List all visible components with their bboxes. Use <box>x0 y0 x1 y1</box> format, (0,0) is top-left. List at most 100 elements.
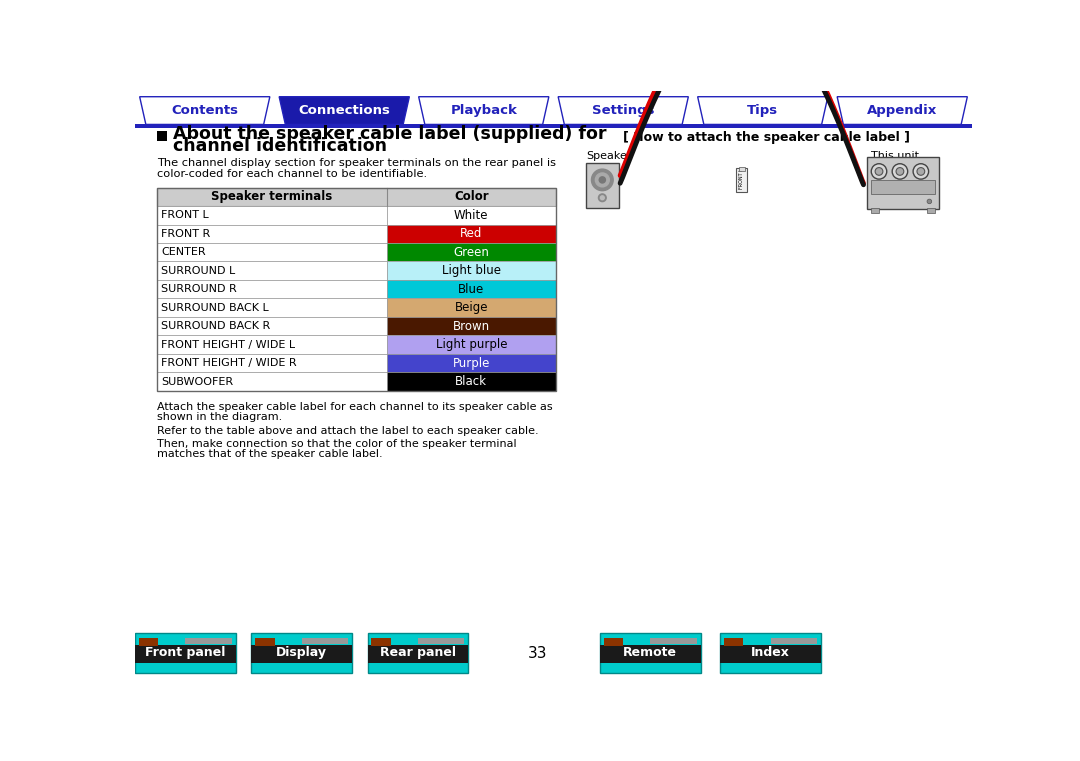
Bar <box>139 638 159 646</box>
Bar <box>872 180 935 195</box>
Bar <box>927 209 935 213</box>
Bar <box>720 645 821 663</box>
Bar <box>135 645 235 663</box>
Text: Black: Black <box>456 375 487 388</box>
Text: Display: Display <box>276 646 327 659</box>
Bar <box>737 168 747 193</box>
Circle shape <box>875 167 882 175</box>
Bar <box>157 206 387 224</box>
Text: This unit: This unit <box>872 151 919 161</box>
Polygon shape <box>139 97 270 125</box>
Text: SURROUND L: SURROUND L <box>161 266 235 275</box>
Text: Contents: Contents <box>172 104 239 117</box>
Circle shape <box>896 167 904 175</box>
Text: Playback: Playback <box>450 104 517 117</box>
Circle shape <box>595 173 609 187</box>
Text: Red: Red <box>460 228 483 240</box>
Text: About the speaker cable label (supplied) for: About the speaker cable label (supplied)… <box>173 125 607 142</box>
Circle shape <box>592 169 613 191</box>
Bar <box>157 336 387 354</box>
Text: Color: Color <box>454 190 488 203</box>
Text: Light blue: Light blue <box>442 264 501 277</box>
Circle shape <box>600 196 605 199</box>
Text: Green: Green <box>454 246 489 259</box>
Circle shape <box>927 199 932 204</box>
Text: shown in the diagram.: shown in the diagram. <box>157 412 282 422</box>
Bar <box>157 262 387 280</box>
Bar <box>157 187 556 391</box>
Bar <box>872 209 879 213</box>
Bar <box>387 224 556 243</box>
Bar <box>372 638 391 646</box>
Bar <box>157 298 387 317</box>
Text: SURROUND R: SURROUND R <box>161 284 238 295</box>
Bar <box>387 280 556 298</box>
Bar <box>186 638 232 644</box>
Circle shape <box>917 167 924 175</box>
Text: color-coded for each channel to be identifiable.: color-coded for each channel to be ident… <box>157 169 427 179</box>
Text: Blue: Blue <box>458 282 485 296</box>
Text: [ How to attach the speaker cable label ]: [ How to attach the speaker cable label … <box>623 131 910 144</box>
Bar <box>650 638 697 644</box>
Text: SURROUND BACK L: SURROUND BACK L <box>161 303 269 313</box>
Text: Rear panel: Rear panel <box>380 646 456 659</box>
Text: Appendix: Appendix <box>867 104 937 117</box>
Text: Remote: Remote <box>623 646 677 659</box>
Bar <box>157 224 387 243</box>
Bar <box>724 638 743 646</box>
Text: CENTER: CENTER <box>161 247 206 257</box>
Text: Beige: Beige <box>455 301 488 314</box>
Bar <box>387 298 556 317</box>
Bar <box>157 187 556 206</box>
Bar <box>301 638 348 644</box>
Bar <box>157 317 387 336</box>
Text: matches that of the speaker cable label.: matches that of the speaker cable label. <box>157 449 382 460</box>
Text: FRONT L: FRONT L <box>161 210 210 220</box>
Text: The channel display section for speaker terminals on the rear panel is: The channel display section for speaker … <box>157 158 556 168</box>
FancyBboxPatch shape <box>600 633 701 673</box>
Bar <box>867 157 939 209</box>
Text: SUBWOOFER: SUBWOOFER <box>161 377 233 387</box>
Text: Speaker terminals: Speaker terminals <box>212 190 333 203</box>
Bar <box>157 280 387 298</box>
Polygon shape <box>837 97 968 125</box>
Circle shape <box>598 194 606 202</box>
Text: Brown: Brown <box>453 320 490 333</box>
FancyBboxPatch shape <box>367 633 469 673</box>
Polygon shape <box>698 97 828 125</box>
Text: Speaker: Speaker <box>586 151 632 161</box>
FancyBboxPatch shape <box>252 633 352 673</box>
Bar <box>387 317 556 336</box>
Text: 33: 33 <box>528 646 548 661</box>
FancyBboxPatch shape <box>720 633 821 673</box>
Text: Connections: Connections <box>298 104 390 117</box>
Circle shape <box>913 164 929 179</box>
Bar <box>135 125 972 129</box>
Text: SURROUND BACK R: SURROUND BACK R <box>161 321 271 331</box>
Bar <box>387 372 556 391</box>
Bar <box>387 206 556 224</box>
Text: Front panel: Front panel <box>145 646 226 659</box>
Bar <box>387 354 556 372</box>
Bar <box>604 638 623 646</box>
Circle shape <box>872 164 887 179</box>
Bar <box>252 645 352 663</box>
Text: FRONT L: FRONT L <box>740 168 744 189</box>
Bar <box>418 638 464 644</box>
Bar <box>387 336 556 354</box>
Bar <box>255 638 274 646</box>
Polygon shape <box>419 97 549 125</box>
Bar <box>739 167 745 171</box>
Text: Settings: Settings <box>592 104 654 117</box>
FancyBboxPatch shape <box>135 633 235 673</box>
Text: Tips: Tips <box>747 104 779 117</box>
Text: Refer to the table above and attach the label to each speaker cable.: Refer to the table above and attach the … <box>157 425 538 435</box>
Bar <box>387 262 556 280</box>
Text: Then, make connection so that the color of the speaker terminal: Then, make connection so that the color … <box>157 439 516 449</box>
Bar <box>367 645 469 663</box>
Circle shape <box>892 164 907 179</box>
Text: White: White <box>454 209 488 221</box>
Polygon shape <box>558 97 688 125</box>
Text: Purple: Purple <box>453 357 490 370</box>
Bar <box>157 372 387 391</box>
